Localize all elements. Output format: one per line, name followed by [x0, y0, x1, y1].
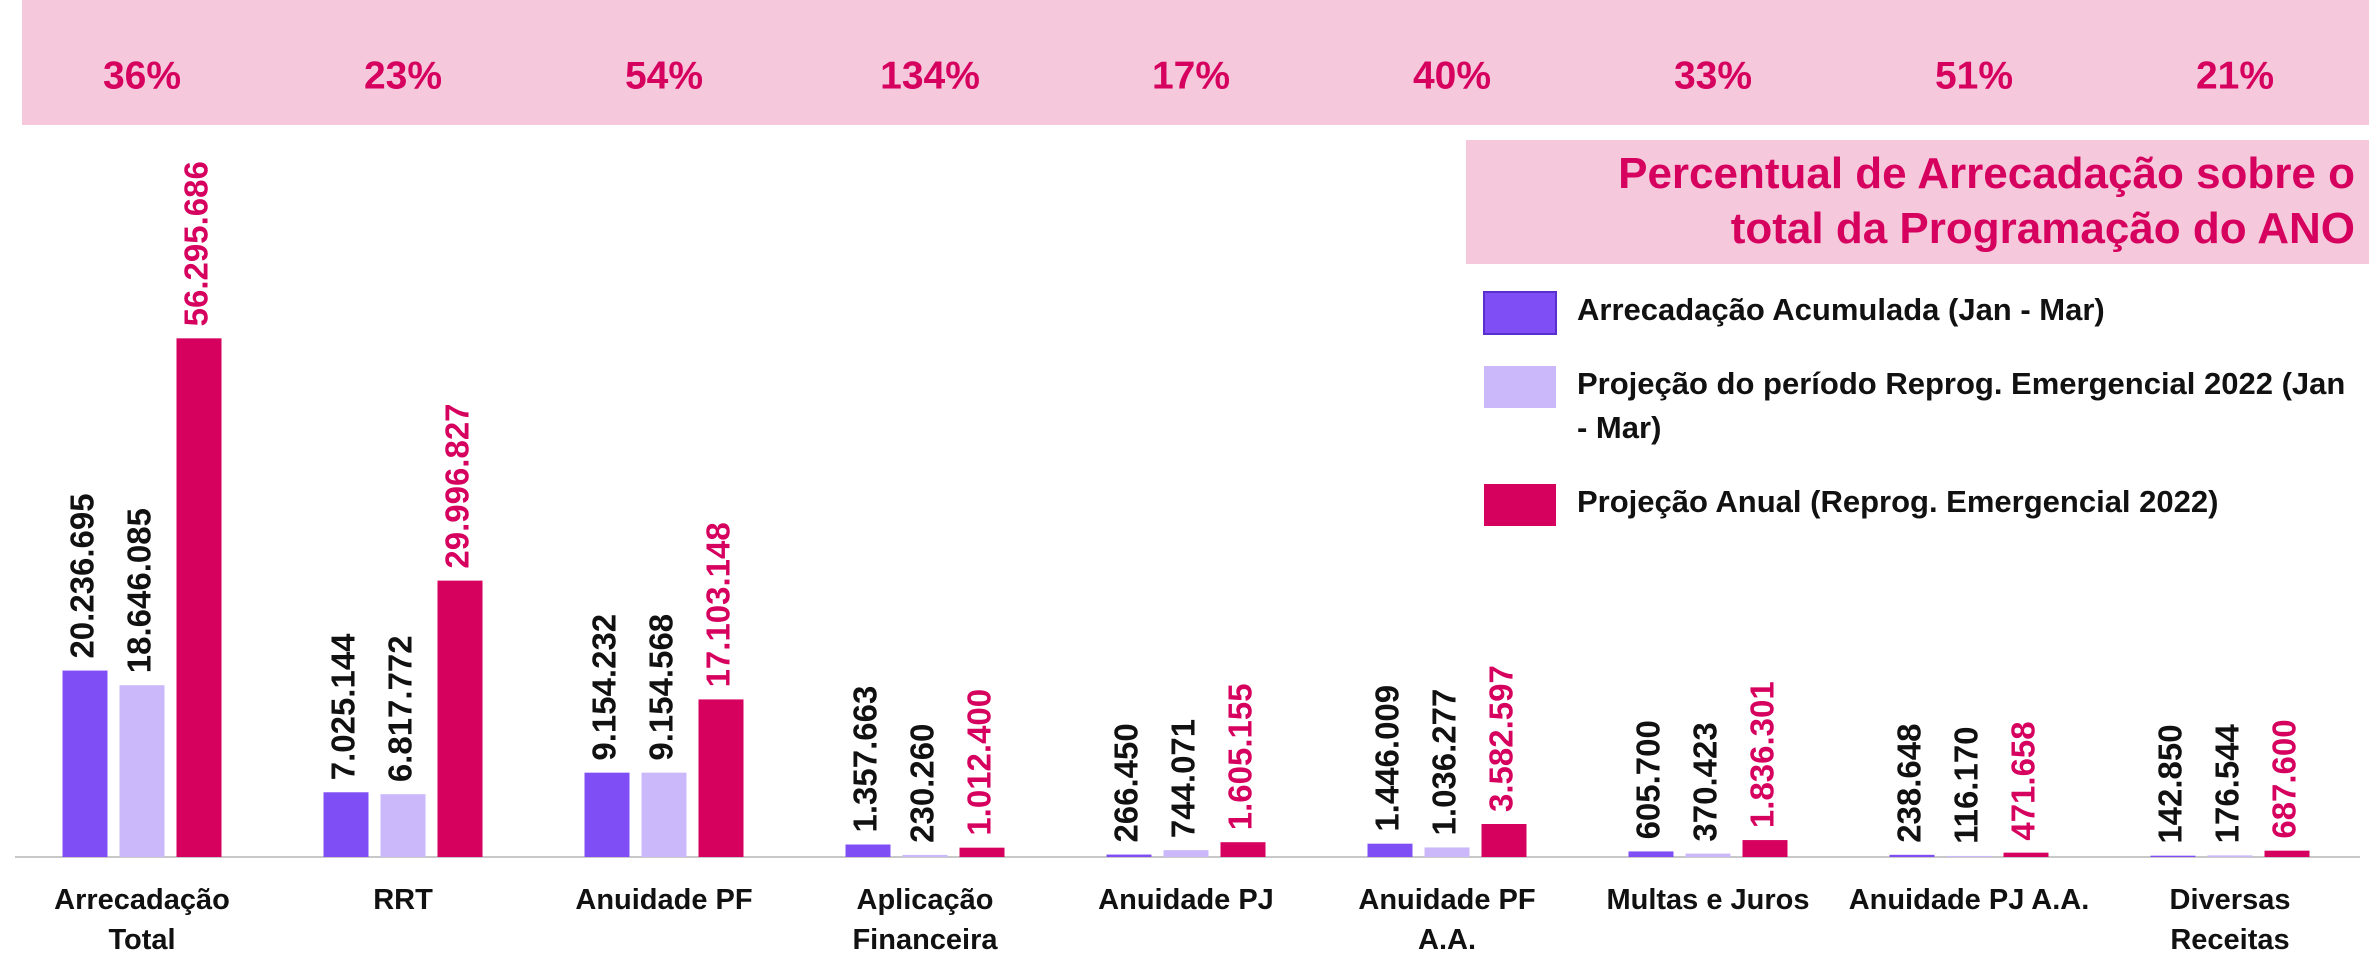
- value-label: 6.817.772: [382, 635, 419, 782]
- value-label: 370.423: [1687, 722, 1724, 841]
- bar: [1106, 854, 1152, 857]
- value-label: 56.295.686: [178, 161, 215, 326]
- chart-title: Percentual de Arrecadação sobre o total …: [1466, 140, 2369, 264]
- percent-label: 134%: [880, 54, 980, 97]
- percent-label: 21%: [2196, 54, 2274, 97]
- bar: [1367, 843, 1413, 857]
- x-tick-label: Aplicação Financeira: [852, 884, 998, 956]
- bar: [62, 670, 108, 857]
- value-label: 605.700: [1630, 720, 1667, 839]
- value-label: 17.103.148: [700, 522, 737, 687]
- value-label: 9.154.568: [643, 614, 680, 761]
- legend-swatch: [1483, 291, 1557, 335]
- value-label: 687.600: [2266, 719, 2303, 838]
- bar: [641, 772, 687, 857]
- value-label: 29.996.827: [439, 403, 476, 568]
- x-tick-label: Anuidade PJ: [1098, 884, 1274, 916]
- bar: [380, 794, 426, 857]
- bar: [1742, 840, 1788, 857]
- value-label: 9.154.232: [586, 614, 623, 761]
- bar: [176, 338, 222, 857]
- bar: [2264, 850, 2310, 857]
- bar: [1220, 842, 1266, 857]
- value-label: 142.850: [2152, 724, 2189, 843]
- percent-label: 23%: [364, 54, 442, 97]
- value-label: 744.071: [1165, 719, 1202, 838]
- value-label: 7.025.144: [325, 633, 362, 780]
- percent-label: 36%: [103, 54, 181, 97]
- percent-label: 51%: [1935, 54, 2013, 97]
- bar: [845, 844, 891, 857]
- x-tick-label: Anuidade PF: [575, 884, 753, 916]
- x-tick-label: Diversas Receitas: [2169, 884, 2291, 956]
- legend-swatch: [1484, 366, 1556, 408]
- value-label: 230.260: [904, 724, 941, 843]
- percent-label: 40%: [1413, 54, 1491, 97]
- value-label: 1.357.663: [847, 686, 884, 833]
- bar: [1685, 853, 1731, 857]
- value-label: 116.170: [1948, 726, 1985, 843]
- legend-label: Arrecadação Acumulada (Jan - Mar): [1577, 292, 2105, 327]
- value-label: 20.236.695: [64, 493, 101, 658]
- value-label: 1.012.400: [961, 689, 998, 836]
- percent-label: 54%: [625, 54, 703, 97]
- bar: [2150, 855, 2196, 857]
- bar: [1628, 851, 1674, 857]
- percent-label: 17%: [1152, 54, 1230, 97]
- percent-label: 33%: [1674, 54, 1752, 97]
- bar: [119, 685, 165, 857]
- value-label: 1.446.009: [1369, 685, 1406, 832]
- legend-swatch: [1484, 484, 1556, 526]
- legend-label: Projeção Anual (Reprog. Emergencial 2022…: [1577, 484, 2219, 519]
- bar: [1163, 850, 1209, 857]
- bar: [698, 699, 744, 857]
- value-label: 1.605.155: [1222, 683, 1259, 830]
- x-tick-label: Anuidade PF A.A.: [1358, 884, 1536, 956]
- value-label: 1.836.301: [1744, 681, 1781, 828]
- bar: [2003, 852, 2049, 857]
- percent-band: [22, 0, 2369, 125]
- value-label: 471.658: [2005, 721, 2042, 840]
- value-label: 238.648: [1891, 724, 1928, 843]
- bar: [584, 772, 630, 857]
- x-tick-label: Arrecadação Total: [54, 884, 230, 956]
- legend-label: Projeção do período Reprog. Emergencial …: [1577, 366, 2346, 445]
- x-tick-label: Multas e Juros: [1606, 884, 1810, 916]
- value-label: 266.450: [1108, 723, 1145, 842]
- bar: [902, 854, 948, 857]
- bar: [959, 847, 1005, 857]
- value-label: 3.582.597: [1483, 665, 1520, 812]
- x-tick-label: RRT: [373, 884, 433, 916]
- value-label: 1.036.277: [1426, 689, 1463, 836]
- bar: [2207, 855, 2253, 857]
- value-label: 18.646.085: [121, 508, 158, 673]
- value-label: 176.544: [2209, 723, 2246, 843]
- bar: [437, 580, 483, 857]
- bar: [1424, 847, 1470, 857]
- x-tick-label: Anuidade PJ A.A.: [1848, 884, 2090, 916]
- bar: [1946, 855, 1992, 857]
- bar: [323, 792, 369, 857]
- bar: [1889, 854, 1935, 857]
- bar: [1481, 823, 1527, 857]
